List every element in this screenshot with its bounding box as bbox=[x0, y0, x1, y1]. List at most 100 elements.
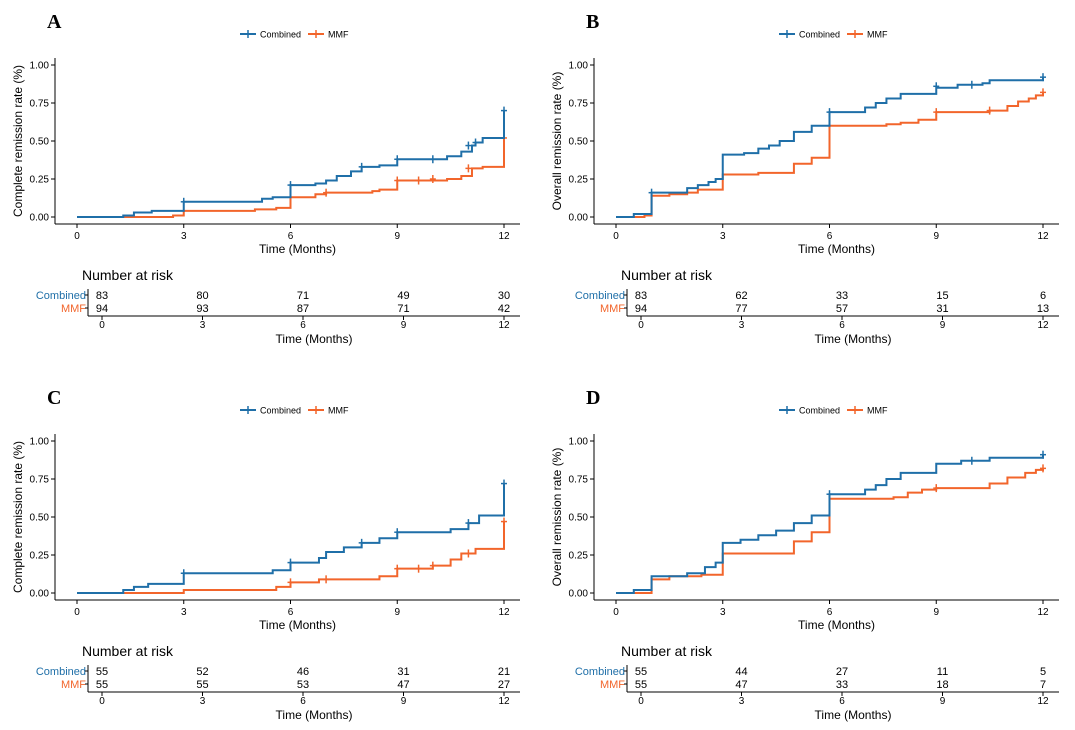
series-combined bbox=[616, 73, 1046, 218]
legend-label: MMF bbox=[328, 30, 349, 40]
legend-label: Combined bbox=[799, 406, 840, 416]
x-tick-label: 12 bbox=[1037, 231, 1049, 242]
x-axis-label: Time (Months) bbox=[259, 242, 336, 256]
risk-value: 44 bbox=[735, 666, 747, 678]
risk-value: 94 bbox=[635, 303, 647, 315]
km-step-line-combined bbox=[77, 483, 505, 594]
risk-row-label-mmf: MMF bbox=[61, 679, 86, 691]
x-tick-label: 6 bbox=[827, 231, 833, 242]
risk-value: 53 bbox=[297, 679, 309, 691]
risk-x-tick-label: 9 bbox=[940, 320, 946, 331]
legend-item-mmf: MMF bbox=[847, 30, 888, 40]
risk-x-tick-label: 9 bbox=[940, 696, 946, 707]
y-tick-label: 1.00 bbox=[30, 437, 50, 448]
risk-value: 47 bbox=[735, 679, 747, 691]
panel-letter: D bbox=[586, 387, 600, 409]
legend-label: Combined bbox=[260, 406, 301, 416]
y-axis-label: Complete remission rate (%) bbox=[11, 441, 25, 593]
risk-value: 55 bbox=[196, 679, 208, 691]
risk-value: 5 bbox=[1040, 666, 1046, 678]
risk-value: 77 bbox=[735, 303, 747, 315]
risk-value: 49 bbox=[397, 290, 409, 302]
km-step-line-combined bbox=[616, 454, 1044, 594]
y-tick-label: 0.00 bbox=[569, 589, 589, 600]
legend-item-mmf: MMF bbox=[308, 30, 349, 40]
risk-value: 52 bbox=[196, 666, 208, 678]
risk-value: 33 bbox=[836, 290, 848, 302]
y-tick-label: 0.75 bbox=[30, 475, 50, 486]
risk-table-title: Number at risk bbox=[82, 643, 174, 659]
risk-value: 47 bbox=[397, 679, 409, 691]
risk-row-label-combined: Combined bbox=[36, 666, 86, 678]
risk-x-tick-label: 0 bbox=[638, 320, 644, 331]
risk-value: 6 bbox=[1040, 290, 1046, 302]
legend-item-combined: Combined bbox=[240, 30, 301, 40]
risk-x-tick-label: 12 bbox=[498, 696, 510, 707]
x-tick-label: 0 bbox=[74, 231, 80, 242]
risk-x-tick-label: 0 bbox=[638, 696, 644, 707]
x-tick-label: 3 bbox=[720, 607, 726, 618]
x-tick-label: 0 bbox=[74, 607, 80, 618]
risk-value: 55 bbox=[635, 666, 647, 678]
risk-value: 55 bbox=[96, 666, 108, 678]
km-step-line-combined bbox=[77, 110, 505, 218]
risk-x-tick-label: 6 bbox=[839, 320, 845, 331]
x-tick-label: 12 bbox=[498, 607, 510, 618]
x-tick-label: 9 bbox=[394, 231, 400, 242]
y-tick-label: 1.00 bbox=[569, 437, 589, 448]
risk-value: 33 bbox=[836, 679, 848, 691]
y-tick-label: 1.00 bbox=[30, 61, 50, 72]
risk-value: 31 bbox=[936, 303, 948, 315]
risk-x-tick-label: 0 bbox=[99, 320, 105, 331]
risk-x-tick-label: 9 bbox=[401, 320, 407, 331]
risk-x-tick-label: 12 bbox=[1037, 696, 1049, 707]
y-tick-label: 0.50 bbox=[30, 513, 50, 524]
y-tick-label: 0.75 bbox=[569, 99, 589, 110]
risk-table-title: Number at risk bbox=[82, 267, 174, 283]
y-tick-label: 0.75 bbox=[569, 475, 589, 486]
legend-label: Combined bbox=[260, 30, 301, 40]
x-tick-label: 9 bbox=[933, 231, 939, 242]
x-tick-label: 3 bbox=[181, 607, 187, 618]
risk-x-tick-label: 3 bbox=[739, 320, 745, 331]
km-step-line-mmf bbox=[616, 468, 1044, 594]
x-tick-label: 9 bbox=[933, 607, 939, 618]
series-combined bbox=[77, 479, 507, 594]
risk-value: 80 bbox=[196, 290, 208, 302]
x-tick-label: 0 bbox=[613, 607, 619, 618]
y-tick-label: 0.75 bbox=[30, 99, 50, 110]
x-tick-label: 6 bbox=[288, 607, 294, 618]
risk-value: 31 bbox=[397, 666, 409, 678]
risk-value: 83 bbox=[96, 290, 108, 302]
risk-table: Number at risk Combined 83 62 33 15 6 MMF 94 77 57… bbox=[575, 267, 1059, 346]
legend-item-combined: Combined bbox=[779, 406, 840, 416]
risk-value: 15 bbox=[936, 290, 948, 302]
risk-value: 93 bbox=[196, 303, 208, 315]
x-tick-label: 3 bbox=[181, 231, 187, 242]
legend-label: MMF bbox=[328, 406, 349, 416]
risk-x-tick-label: 3 bbox=[739, 696, 745, 707]
risk-value: 18 bbox=[936, 679, 948, 691]
x-tick-label: 12 bbox=[1037, 607, 1049, 618]
risk-x-axis-label: Time (Months) bbox=[815, 708, 892, 722]
risk-row-label-mmf: MMF bbox=[61, 303, 86, 315]
risk-value: 11 bbox=[937, 666, 948, 678]
x-tick-label: 3 bbox=[720, 231, 726, 242]
km-step-line-combined bbox=[616, 77, 1044, 218]
risk-value: 7 bbox=[1040, 679, 1046, 691]
y-axis-label: Overall remission rate (%) bbox=[550, 448, 564, 587]
risk-value: 27 bbox=[836, 666, 848, 678]
x-tick-label: 12 bbox=[498, 231, 510, 242]
risk-row-label-mmf: MMF bbox=[600, 679, 625, 691]
legend-item-mmf: MMF bbox=[308, 406, 349, 416]
risk-row-label-combined: Combined bbox=[575, 290, 625, 302]
risk-value: 27 bbox=[498, 679, 510, 691]
risk-x-axis-label: Time (Months) bbox=[276, 708, 353, 722]
risk-x-tick-label: 12 bbox=[1037, 320, 1049, 331]
series-mmf bbox=[616, 464, 1046, 594]
x-axis-label: Time (Months) bbox=[798, 618, 875, 632]
y-axis-label: Complete remission rate (%) bbox=[11, 65, 25, 217]
